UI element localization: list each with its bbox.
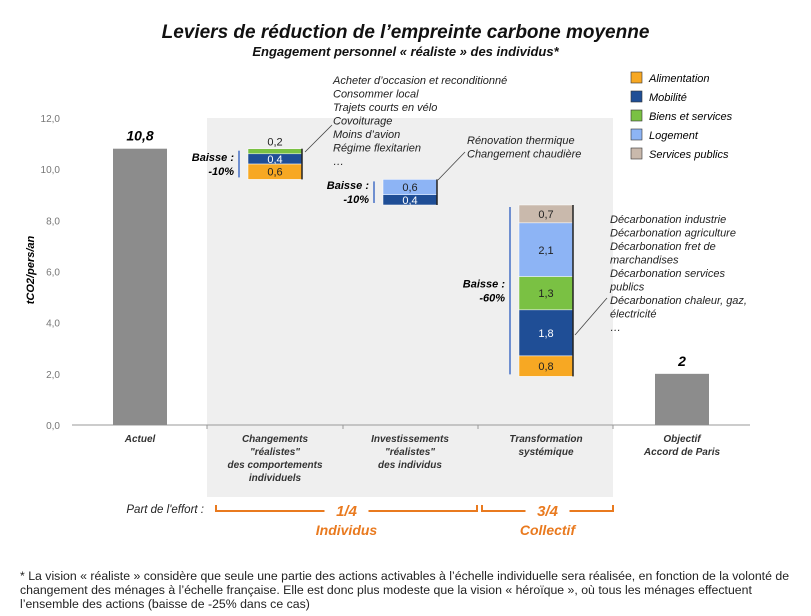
category-label: des comportements <box>227 460 322 471</box>
segment-label: 0,8 <box>538 361 553 373</box>
bar-total-label: 10,8 <box>126 128 153 144</box>
bar-total <box>113 148 167 425</box>
annotation-text: … <box>610 322 621 334</box>
baisse-label: Baisse : <box>463 279 506 291</box>
annotation-text: marchandises <box>610 255 679 267</box>
bar-segment <box>518 222 574 277</box>
annotation-text: Décarbonation industrie <box>610 214 726 226</box>
y-axis-label: tCO2/pers/an <box>25 235 37 304</box>
category-label: Objectif <box>663 434 702 445</box>
category-label: individuels <box>249 473 302 484</box>
segment-label: 0,6 <box>267 167 282 179</box>
legend-label: Mobilité <box>649 92 687 104</box>
effort-group-name: Individus <box>316 522 378 538</box>
category-label: Actuel <box>124 434 156 445</box>
annotation-text: Régime flexitarien <box>333 143 421 155</box>
segment-label: 0,7 <box>538 209 553 221</box>
y-tick-label: 12,0 <box>41 114 61 125</box>
chart-title: Leviers de réduction de l’empreinte carb… <box>161 22 650 43</box>
legend-swatch <box>630 90 643 103</box>
effort-fraction: 1/4 <box>336 503 358 520</box>
effort-fraction: 3/4 <box>537 503 559 520</box>
chart-subtitle: Engagement personnel « réaliste » des in… <box>252 44 559 59</box>
y-tick-label: 10,0 <box>41 165 61 176</box>
baisse-value: -10% <box>208 166 234 178</box>
legend-swatch <box>630 147 643 160</box>
annotation-text: Décarbonation fret de <box>610 241 716 253</box>
annotation-text: électricité <box>610 309 656 321</box>
segment-label: 0,4 <box>267 154 282 166</box>
annotation-text: Changement chaudière <box>467 149 581 161</box>
annotation-text: Décarbonation chaleur, gaz, <box>610 295 747 307</box>
legend-swatch <box>630 71 643 84</box>
legend-label: Logement <box>649 130 699 142</box>
annotation-text: Acheter d’occasion et reconditionné <box>332 75 507 87</box>
y-tick-label: 2,0 <box>46 370 60 381</box>
annotation-text: Décarbonation agriculture <box>610 228 736 240</box>
effort-bracket <box>215 505 478 512</box>
baisse-label: Baisse : <box>192 152 235 164</box>
baisse-value: -10% <box>343 194 369 206</box>
annotation-leader <box>437 151 466 181</box>
category-label: "réalistes" <box>250 447 300 458</box>
category-label: des individus <box>378 460 442 471</box>
y-tick-label: 4,0 <box>46 319 60 330</box>
annotation-text: Covoiturage <box>333 116 392 128</box>
baisse-label: Baisse : <box>327 180 370 192</box>
bar-total-label: 2 <box>677 353 686 369</box>
annotation-text: Trajets courts en vélo <box>333 102 437 114</box>
annotation-leader <box>304 124 333 153</box>
baisse-value: -60% <box>479 293 505 305</box>
bar-total <box>655 373 709 425</box>
footnote: * La vision « réaliste » considère que s… <box>20 569 790 611</box>
effort-group-name: Collectif <box>520 522 577 538</box>
category-label: Transformation <box>509 434 582 445</box>
category-label: Changements <box>242 434 309 445</box>
effort-label: Part de l'effort : <box>126 504 204 516</box>
annotation-text: … <box>333 156 344 168</box>
legend-swatch <box>630 128 643 141</box>
segment-label: 0,6 <box>402 182 417 194</box>
annotation-text: Rénovation thermique <box>467 135 575 147</box>
segment-label: 2,1 <box>538 245 553 257</box>
annotation-leader <box>574 297 608 336</box>
legend-label: Services publics <box>649 149 729 161</box>
y-tick-label: 8,0 <box>46 216 60 227</box>
segment-label: 0,2 <box>267 137 282 149</box>
annotation-text: Consommer local <box>333 89 419 101</box>
chart-svg: 0,0 2,0 4,0 6,0 8,0 10,0 12,0 tCO2/pers/an 10,8 2… <box>25 71 750 538</box>
category-label: systémique <box>518 447 573 458</box>
segment-label: 0,4 <box>402 195 417 207</box>
bar-segment <box>518 309 574 357</box>
y-tick-label: 0,0 <box>46 421 60 432</box>
category-label: Investissements <box>371 434 449 445</box>
annotation-text: Moins d’avion <box>333 129 400 141</box>
legend-label: Biens et services <box>649 111 733 123</box>
effort-bracket <box>481 505 614 512</box>
category-label: Accord de Paris <box>643 447 721 458</box>
annotation-text: publics <box>609 282 645 294</box>
annotation-text: Décarbonation services <box>610 268 725 280</box>
segment-label: 1,3 <box>538 288 553 300</box>
category-label: "réalistes" <box>385 447 435 458</box>
legend-swatch <box>630 109 643 122</box>
segment-label: 1,8 <box>538 328 553 340</box>
legend-label: Alimentation <box>648 73 710 85</box>
y-tick-label: 6,0 <box>46 268 60 279</box>
